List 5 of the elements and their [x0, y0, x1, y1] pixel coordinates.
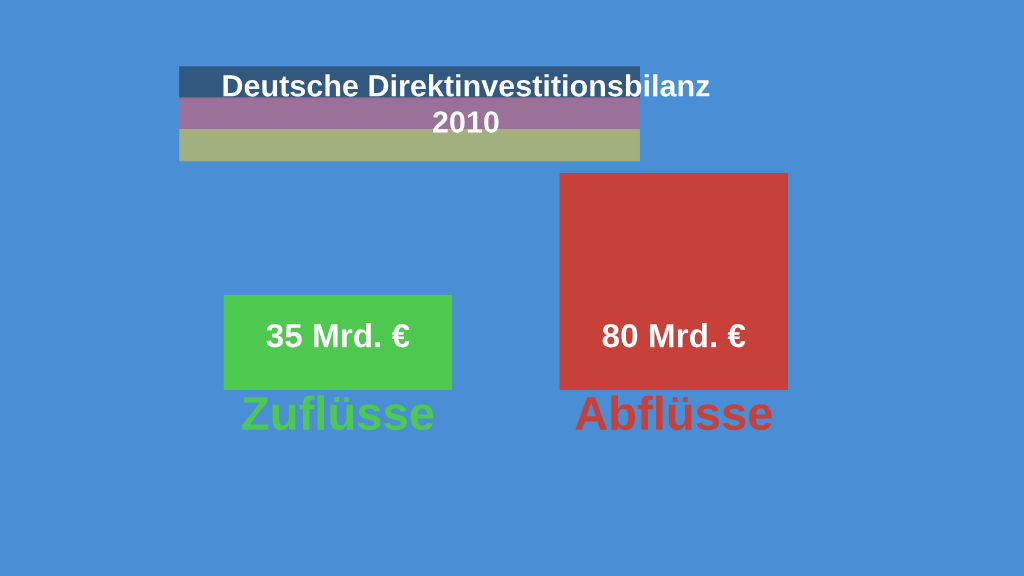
chart-title: Deutsche Direktinvestitionsbilanz 2010 — [223, 74, 710, 133]
x-tick-label: Abflüsse — [575, 395, 772, 431]
data-label: 35 Mrd. € — [266, 323, 410, 348]
data-label: 80 Mrd. € — [602, 323, 746, 348]
x-tick-label: Zuflüsse — [242, 395, 434, 431]
